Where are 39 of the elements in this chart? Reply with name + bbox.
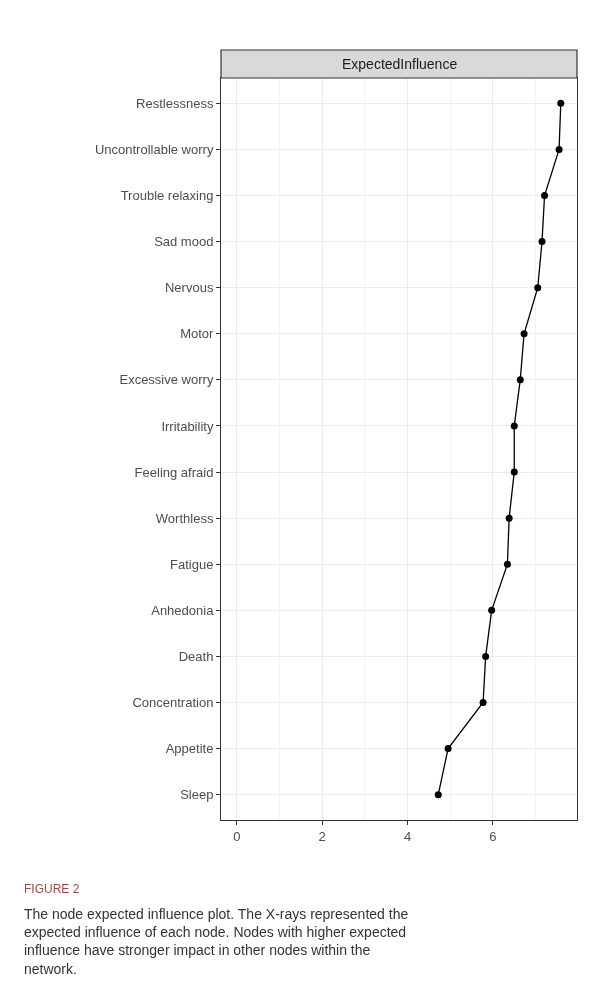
chart-title: ExpectedInfluence (342, 56, 458, 72)
point (555, 145, 563, 153)
point (505, 514, 513, 522)
y-tick-label: Nervous (164, 280, 214, 296)
point (479, 698, 487, 706)
y-tick-label: Concentration (132, 695, 214, 711)
y-tick-label: Worthless (155, 510, 214, 526)
x-tick-label: 0 (233, 828, 241, 844)
point (482, 652, 490, 660)
point (488, 606, 496, 614)
x-tick-label: 6 (489, 828, 497, 844)
y-tick-label: Restlessness (136, 95, 214, 111)
y-tick-label: Uncontrollable worry (94, 141, 214, 157)
y-tick-label: Motor (180, 326, 215, 342)
point (541, 192, 549, 200)
x-tick-label: 4 (403, 828, 412, 844)
y-tick-label: Sad mood (154, 234, 214, 250)
y-tick-label: Excessive worry (119, 372, 214, 388)
text: The node expected influence plot. The X-rays represented the expected influence of each node. Nodes with higher expected influence have stronger impact in other nodes within the network. (24, 906, 409, 977)
point (444, 745, 452, 753)
y-tick-label: Feeling afraid (134, 464, 214, 480)
y-tick-label: Fatigue (170, 556, 214, 572)
point (503, 560, 511, 568)
y-tick-label: Irritability (161, 418, 214, 434)
y-tick-label: Appetite (165, 741, 214, 757)
point (534, 284, 542, 292)
caption: FIGURE 2 (24, 882, 80, 896)
point (538, 238, 546, 246)
point (510, 422, 518, 430)
y-tick-label: Sleep (180, 787, 214, 803)
point (434, 791, 442, 799)
y-tick-label: Death (178, 648, 214, 664)
x-tick-label: 2 (318, 828, 326, 844)
point (520, 330, 528, 338)
y-tick-label: Trouble relaxing (120, 188, 214, 204)
point (510, 468, 518, 476)
y-tick-label: Anhedonia (151, 602, 215, 618)
point (557, 99, 565, 107)
point (516, 376, 524, 384)
